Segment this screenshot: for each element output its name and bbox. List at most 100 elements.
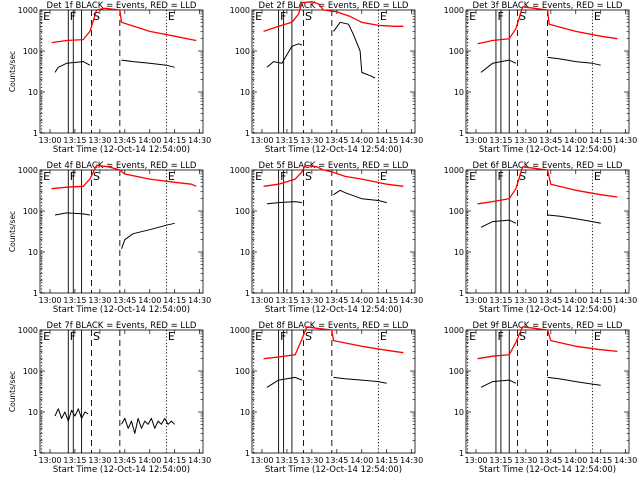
y-tick-label: 100 [449,207,464,216]
x-tick-label: 13:45 [539,456,562,465]
panel-title: Det 8f BLACK = Events, RED = LLD [259,321,409,331]
event-rate-line [54,61,91,73]
lld-rate-line [477,326,618,360]
x-tick-label: 14:30 [614,296,637,305]
x-tick-label: 14:30 [188,296,211,305]
event-rate-line [54,408,89,422]
panel-1: Det 1f BLACK = Events, RED = LLD 1 10 100 10… [8,1,211,155]
marker-label: E [380,10,387,23]
y-tick-label: 1000 [230,326,250,335]
panel-title: Det 7f BLACK = Events, RED = LLD [47,321,197,331]
x-tick-label: 14:30 [614,456,637,465]
x-tick-label: 13:30 [300,296,323,305]
plot-frame [251,169,416,294]
y-tick-label: 1 [33,449,38,458]
panel-title: Det 3f BLACK = Events, RED = LLD [473,1,623,11]
y-tick-label: 10 [240,88,250,97]
x-tick-label: 14:15 [163,136,186,145]
y-axis-label: Counts/sec [8,371,17,412]
y-tick-label: 1 [459,449,464,458]
marker-label: S [305,10,312,23]
marker-label: S [519,330,526,343]
x-tick-label: 13:00 [464,296,487,305]
y-tick-label: 10 [454,88,464,97]
x-tick-label: 13:00 [250,296,273,305]
y-tick-label: 100 [449,367,464,376]
x-tick-label: 13:30 [514,136,537,145]
x-tick-label: 14:00 [350,456,373,465]
x-tick-label: 13:45 [325,136,348,145]
y-tick-label: 100 [23,47,38,56]
marker-label: E [43,10,50,23]
event-rate-line [480,59,517,73]
x-tick-label: 14:00 [564,136,587,145]
x-axis-label: Start Time (12-Oct-14 12:54:00) [265,145,402,155]
lld-rate-line [51,7,197,44]
plot-frame [39,169,204,294]
plot-frame [251,329,416,454]
event-rate-line [266,201,302,205]
plot-frame [39,9,204,134]
x-tick-label: 14:00 [138,456,161,465]
marker-label: E [168,10,175,23]
marker-label: E [168,330,175,343]
panel-6: Det 6f BLACK = Events, RED = LLD 1 10 100 10… [444,161,638,315]
x-tick-label: 13:00 [250,456,273,465]
x-axis-label: Start Time (12-Oct-14 12:54:00) [265,465,402,475]
x-axis-label: Start Time (12-Oct-14 12:54:00) [479,145,616,155]
x-axis-label: Start Time (12-Oct-14 12:54:00) [265,305,402,315]
x-tick-label: 13:00 [464,136,487,145]
x-tick-label: 13:15 [275,296,298,305]
marker-label: E [594,10,601,23]
x-tick-label: 13:15 [63,456,86,465]
x-tick-label: 13:00 [38,296,61,305]
x-tick-label: 14:15 [589,296,612,305]
y-tick-label: 100 [235,47,250,56]
marker-label: S [93,170,100,183]
x-tick-label: 13:45 [113,456,136,465]
event-rate-line [121,417,176,434]
marker-label: S [519,10,526,23]
y-tick-label: 1000 [230,166,250,175]
marker-label: S [519,170,526,183]
panel-7: Det 7f BLACK = Events, RED = LLD 1 10 100 10… [8,321,211,475]
x-tick-label: 13:30 [300,456,323,465]
marker-label: E [594,330,601,343]
panel-3: Det 3f BLACK = Events, RED = LLD 1 10 100 10… [444,1,638,155]
x-tick-label: 13:45 [325,456,348,465]
y-tick-label: 1000 [444,6,464,15]
lld-rate-line [263,0,404,33]
x-tick-label: 13:30 [88,136,111,145]
y-tick-label: 1000 [444,326,464,335]
x-tick-label: 14:00 [350,296,373,305]
marker-label: E [380,170,387,183]
panel-5: Det 5f BLACK = Events, RED = LLD 1 10 100 10… [230,161,424,315]
y-tick-label: 1 [459,289,464,298]
x-tick-label: 13:45 [325,296,348,305]
x-tick-label: 14:00 [138,296,161,305]
x-tick-label: 14:00 [138,136,161,145]
marker-label: E [255,170,262,183]
x-tick-label: 14:30 [400,136,423,145]
x-tick-label: 13:00 [38,456,61,465]
y-tick-label: 10 [454,248,464,257]
x-tick-label: 14:15 [375,296,398,305]
x-tick-label: 13:45 [539,136,562,145]
panel-title: Det 2f BLACK = Events, RED = LLD [259,1,409,11]
event-rate-line [121,222,175,249]
marker-label: S [305,330,312,343]
marker-label: E [255,10,262,23]
x-tick-label: 14:15 [163,296,186,305]
x-tick-label: 14:00 [564,296,587,305]
x-axis-label: Start Time (12-Oct-14 12:54:00) [53,465,190,475]
marker-label: E [380,330,387,343]
x-tick-label: 14:00 [564,456,587,465]
y-tick-label: 10 [28,88,38,97]
y-tick-label: 1 [245,129,250,138]
x-tick-label: 13:00 [250,136,273,145]
marker-label: E [43,170,50,183]
panel-title: Det 9f BLACK = Events, RED = LLD [473,321,623,331]
event-rate-line [266,43,303,68]
x-tick-label: 13:00 [38,136,61,145]
panel-title: Det 1f BLACK = Events, RED = LLD [47,1,197,11]
